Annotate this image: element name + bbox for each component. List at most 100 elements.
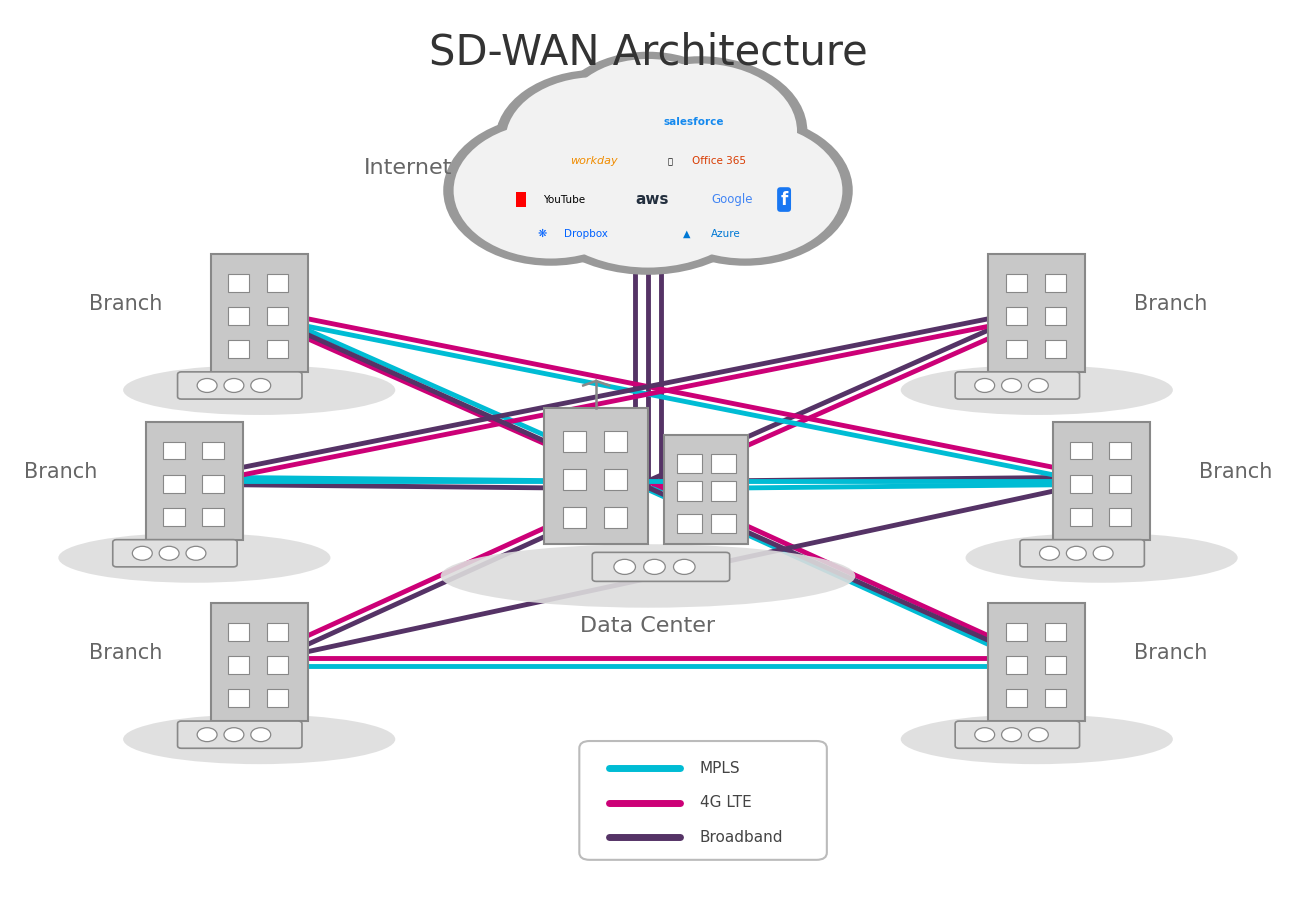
Ellipse shape [58,533,330,583]
FancyBboxPatch shape [178,372,302,399]
Text: 4G LTE: 4G LTE [700,795,752,810]
FancyBboxPatch shape [988,254,1086,372]
Circle shape [197,378,216,393]
Circle shape [1039,546,1059,561]
Circle shape [592,56,807,207]
Circle shape [1002,727,1021,742]
Circle shape [648,122,842,258]
Text: f: f [780,190,788,209]
Text: Branch: Branch [88,643,162,663]
FancyBboxPatch shape [267,623,288,641]
Circle shape [1029,727,1048,742]
FancyBboxPatch shape [267,274,288,292]
FancyBboxPatch shape [228,623,249,641]
Circle shape [1094,546,1113,561]
Text: salesforce: salesforce [664,117,723,128]
FancyBboxPatch shape [955,721,1080,748]
FancyBboxPatch shape [604,432,627,452]
FancyBboxPatch shape [1045,657,1065,674]
FancyBboxPatch shape [1070,508,1091,525]
Text: YouTube: YouTube [543,194,584,205]
FancyBboxPatch shape [163,475,184,493]
Circle shape [1067,546,1086,561]
Text: Google: Google [712,193,753,206]
FancyBboxPatch shape [955,372,1080,399]
FancyBboxPatch shape [1006,274,1026,292]
FancyBboxPatch shape [677,481,702,501]
FancyBboxPatch shape [664,435,749,544]
Text: Branch: Branch [1134,294,1208,314]
FancyBboxPatch shape [1109,442,1130,460]
FancyBboxPatch shape [710,513,736,533]
FancyBboxPatch shape [267,657,288,674]
Circle shape [505,77,687,204]
Circle shape [251,378,271,393]
FancyBboxPatch shape [710,454,736,473]
FancyBboxPatch shape [145,422,244,540]
Text: workday: workday [570,156,617,167]
Text: aws: aws [635,192,669,207]
FancyBboxPatch shape [1070,442,1091,460]
FancyBboxPatch shape [1045,307,1065,325]
FancyBboxPatch shape [163,508,184,525]
Text: SD-WAN Architecture: SD-WAN Architecture [429,32,867,73]
FancyBboxPatch shape [1006,340,1026,357]
FancyBboxPatch shape [1109,475,1130,493]
Ellipse shape [441,544,855,608]
FancyBboxPatch shape [562,507,586,528]
FancyBboxPatch shape [267,307,288,325]
FancyBboxPatch shape [579,741,827,860]
FancyBboxPatch shape [1045,689,1065,707]
Circle shape [224,727,244,742]
Circle shape [603,63,797,200]
Ellipse shape [123,715,395,764]
Ellipse shape [901,365,1173,415]
Circle shape [564,59,732,177]
FancyBboxPatch shape [1006,623,1026,641]
Text: Data Center: Data Center [581,616,715,636]
FancyBboxPatch shape [228,689,249,707]
Text: 🟧: 🟧 [667,157,673,166]
Ellipse shape [123,365,395,415]
Text: Office 365: Office 365 [692,156,746,167]
FancyBboxPatch shape [202,442,223,460]
FancyBboxPatch shape [677,454,702,473]
FancyBboxPatch shape [1045,623,1065,641]
Text: Branch: Branch [1199,462,1273,482]
Text: ❋: ❋ [537,229,547,239]
FancyBboxPatch shape [1052,422,1151,540]
FancyBboxPatch shape [267,340,288,357]
Circle shape [638,115,853,266]
Text: ▲: ▲ [683,229,691,239]
FancyBboxPatch shape [202,508,223,525]
FancyBboxPatch shape [592,552,730,581]
Circle shape [187,546,206,561]
Text: Azure: Azure [712,229,740,239]
FancyBboxPatch shape [163,442,184,460]
Ellipse shape [901,715,1173,764]
Text: Branch: Branch [88,294,162,314]
Text: ▶: ▶ [516,193,526,206]
FancyBboxPatch shape [1045,274,1065,292]
FancyBboxPatch shape [1109,508,1130,525]
Text: Dropbox: Dropbox [564,229,608,239]
Text: Branch: Branch [1134,643,1208,663]
Circle shape [521,97,775,275]
Circle shape [674,560,695,574]
FancyBboxPatch shape [228,274,249,292]
FancyBboxPatch shape [1020,540,1144,567]
FancyBboxPatch shape [562,432,586,452]
FancyBboxPatch shape [228,657,249,674]
Text: Branch: Branch [23,462,97,482]
FancyBboxPatch shape [1006,689,1026,707]
FancyBboxPatch shape [677,513,702,533]
Ellipse shape [966,533,1238,583]
FancyBboxPatch shape [113,540,237,567]
FancyBboxPatch shape [210,254,308,372]
FancyBboxPatch shape [228,307,249,325]
Text: MPLS: MPLS [700,761,740,775]
FancyBboxPatch shape [604,507,627,528]
Circle shape [495,70,697,211]
FancyBboxPatch shape [1045,340,1065,357]
Circle shape [1002,378,1021,393]
